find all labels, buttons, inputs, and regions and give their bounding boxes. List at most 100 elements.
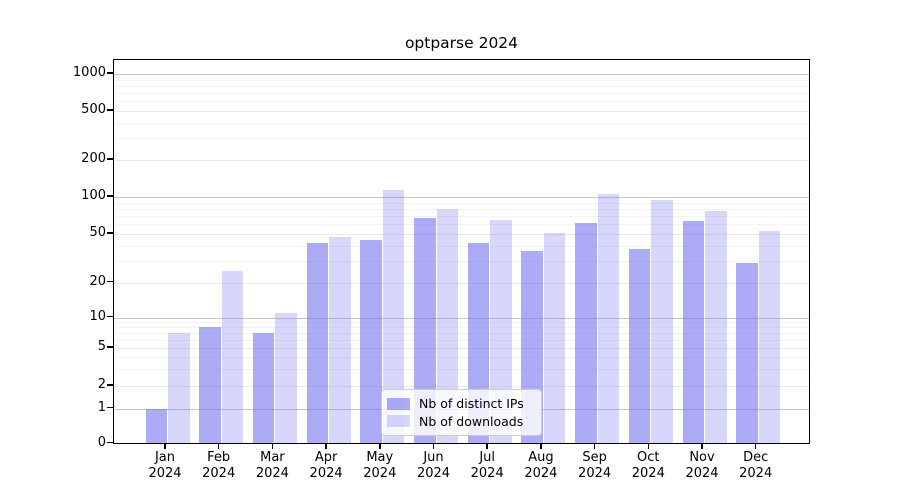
minor-gridline bbox=[114, 322, 809, 324]
y-tick-label: 2 bbox=[97, 377, 106, 392]
bar-ips-sep bbox=[575, 222, 597, 443]
y-tick bbox=[107, 232, 113, 234]
x-tick bbox=[271, 444, 274, 449]
legend: Nb of distinct IPs Nb of downloads bbox=[381, 389, 542, 436]
minor-gridline bbox=[114, 339, 809, 341]
y-tick-label: 10 bbox=[89, 308, 106, 324]
bar-downloads-may bbox=[382, 190, 405, 443]
minor-gridline bbox=[114, 79, 809, 81]
minor-gridline bbox=[114, 369, 809, 371]
gridline bbox=[114, 234, 809, 235]
y-tick-label: 20 bbox=[89, 273, 106, 289]
bar-ips-apr bbox=[306, 243, 329, 443]
y-tick-label: 1 bbox=[97, 399, 106, 415]
x-tick-label: Nov 2024 bbox=[685, 450, 719, 481]
x-tick-label: Sep 2024 bbox=[578, 450, 612, 481]
bar-ips-jan bbox=[145, 408, 167, 443]
bar-downloads-aug bbox=[543, 232, 566, 443]
minor-gridline bbox=[114, 138, 809, 140]
bar-downloads-dec bbox=[758, 230, 781, 443]
x-tick bbox=[379, 444, 381, 449]
y-tick bbox=[107, 195, 113, 197]
x-tick-label: Jan 2024 bbox=[148, 450, 182, 481]
legend-swatch-downloads bbox=[387, 415, 410, 428]
x-tick bbox=[754, 444, 757, 449]
x-tick bbox=[217, 444, 220, 449]
y-tick bbox=[107, 158, 113, 160]
y-tick-label: 100 bbox=[81, 188, 106, 203]
bar-ips-mar bbox=[252, 333, 275, 443]
y-tick bbox=[107, 406, 113, 409]
minor-gridline bbox=[114, 224, 809, 226]
x-tick-label: Mar 2024 bbox=[255, 450, 289, 481]
x-tick-label: Jul 2024 bbox=[470, 450, 504, 481]
y-tick bbox=[107, 384, 113, 386]
y-tick-label: 50 bbox=[89, 225, 106, 240]
x-tick bbox=[325, 444, 327, 449]
gridline bbox=[114, 348, 809, 349]
minor-gridline bbox=[114, 122, 809, 124]
gridline bbox=[114, 386, 809, 387]
major-gridline bbox=[114, 197, 809, 198]
x-tick bbox=[593, 444, 596, 449]
bar-ips-may bbox=[360, 239, 382, 443]
minor-gridline bbox=[114, 333, 809, 335]
y-tick bbox=[107, 346, 113, 348]
x-tick-label: Dec 2024 bbox=[739, 450, 773, 481]
bar-downloads-jul bbox=[490, 219, 512, 443]
bar-downloads-mar bbox=[275, 312, 297, 443]
gridline bbox=[114, 160, 809, 161]
legend-row: Nb of downloads bbox=[387, 413, 533, 431]
y-tick bbox=[107, 315, 113, 318]
gridline bbox=[114, 282, 809, 284]
bar-downloads-feb bbox=[221, 270, 244, 443]
legend-label: Nb of distinct IPs bbox=[419, 396, 524, 412]
major-gridline bbox=[114, 74, 809, 75]
bar-downloads-nov bbox=[705, 210, 727, 443]
legend-label: Nb of downloads bbox=[419, 413, 524, 429]
minor-gridline bbox=[114, 202, 809, 204]
x-tick-label: Apr 2024 bbox=[309, 450, 343, 481]
bar-ips-dec bbox=[736, 262, 758, 443]
y-tick-label: 500 bbox=[81, 102, 106, 117]
bar-downloads-sep bbox=[597, 194, 620, 443]
x-tick-label: Oct 2024 bbox=[631, 450, 665, 481]
minor-gridline bbox=[114, 261, 809, 263]
y-tick bbox=[107, 109, 113, 111]
bar-downloads-apr bbox=[329, 237, 351, 443]
minor-gridline bbox=[114, 327, 809, 329]
legend-row: Nb of distinct IPs bbox=[387, 395, 533, 413]
bar-ips-nov bbox=[682, 220, 704, 443]
major-gridline bbox=[114, 317, 809, 319]
x-tick bbox=[432, 444, 435, 449]
y-tick bbox=[107, 280, 113, 283]
chart-title: optparse 2024 bbox=[404, 34, 519, 52]
x-tick bbox=[164, 444, 166, 449]
y-tick-label: 200 bbox=[81, 151, 106, 166]
x-tick-label: May 2024 bbox=[363, 450, 397, 481]
y-tick-label: 0 bbox=[97, 434, 106, 450]
minor-gridline bbox=[114, 101, 809, 103]
minor-gridline bbox=[114, 85, 809, 87]
y-tick-label: 1000 bbox=[72, 65, 106, 80]
plot-area bbox=[113, 59, 810, 444]
x-tick bbox=[486, 444, 488, 449]
legend-swatch-distinct-ips bbox=[387, 397, 410, 410]
minor-gridline bbox=[114, 357, 809, 359]
x-tick-label: Aug 2024 bbox=[524, 450, 558, 481]
bar-ips-oct bbox=[628, 248, 651, 443]
x-tick bbox=[701, 444, 703, 449]
y-tick bbox=[107, 72, 113, 74]
x-tick-label: Jun 2024 bbox=[416, 450, 451, 481]
y-tick bbox=[107, 441, 113, 444]
minor-gridline bbox=[114, 93, 809, 95]
minor-gridline bbox=[114, 245, 809, 247]
x-tick bbox=[540, 444, 542, 449]
bar-ips-jun bbox=[414, 217, 436, 443]
x-tick bbox=[647, 444, 650, 449]
bar-downloads-jan bbox=[168, 333, 190, 443]
bar-ips-feb bbox=[199, 327, 221, 443]
x-tick-label: Feb 2024 bbox=[202, 450, 236, 481]
gridline bbox=[114, 111, 809, 112]
